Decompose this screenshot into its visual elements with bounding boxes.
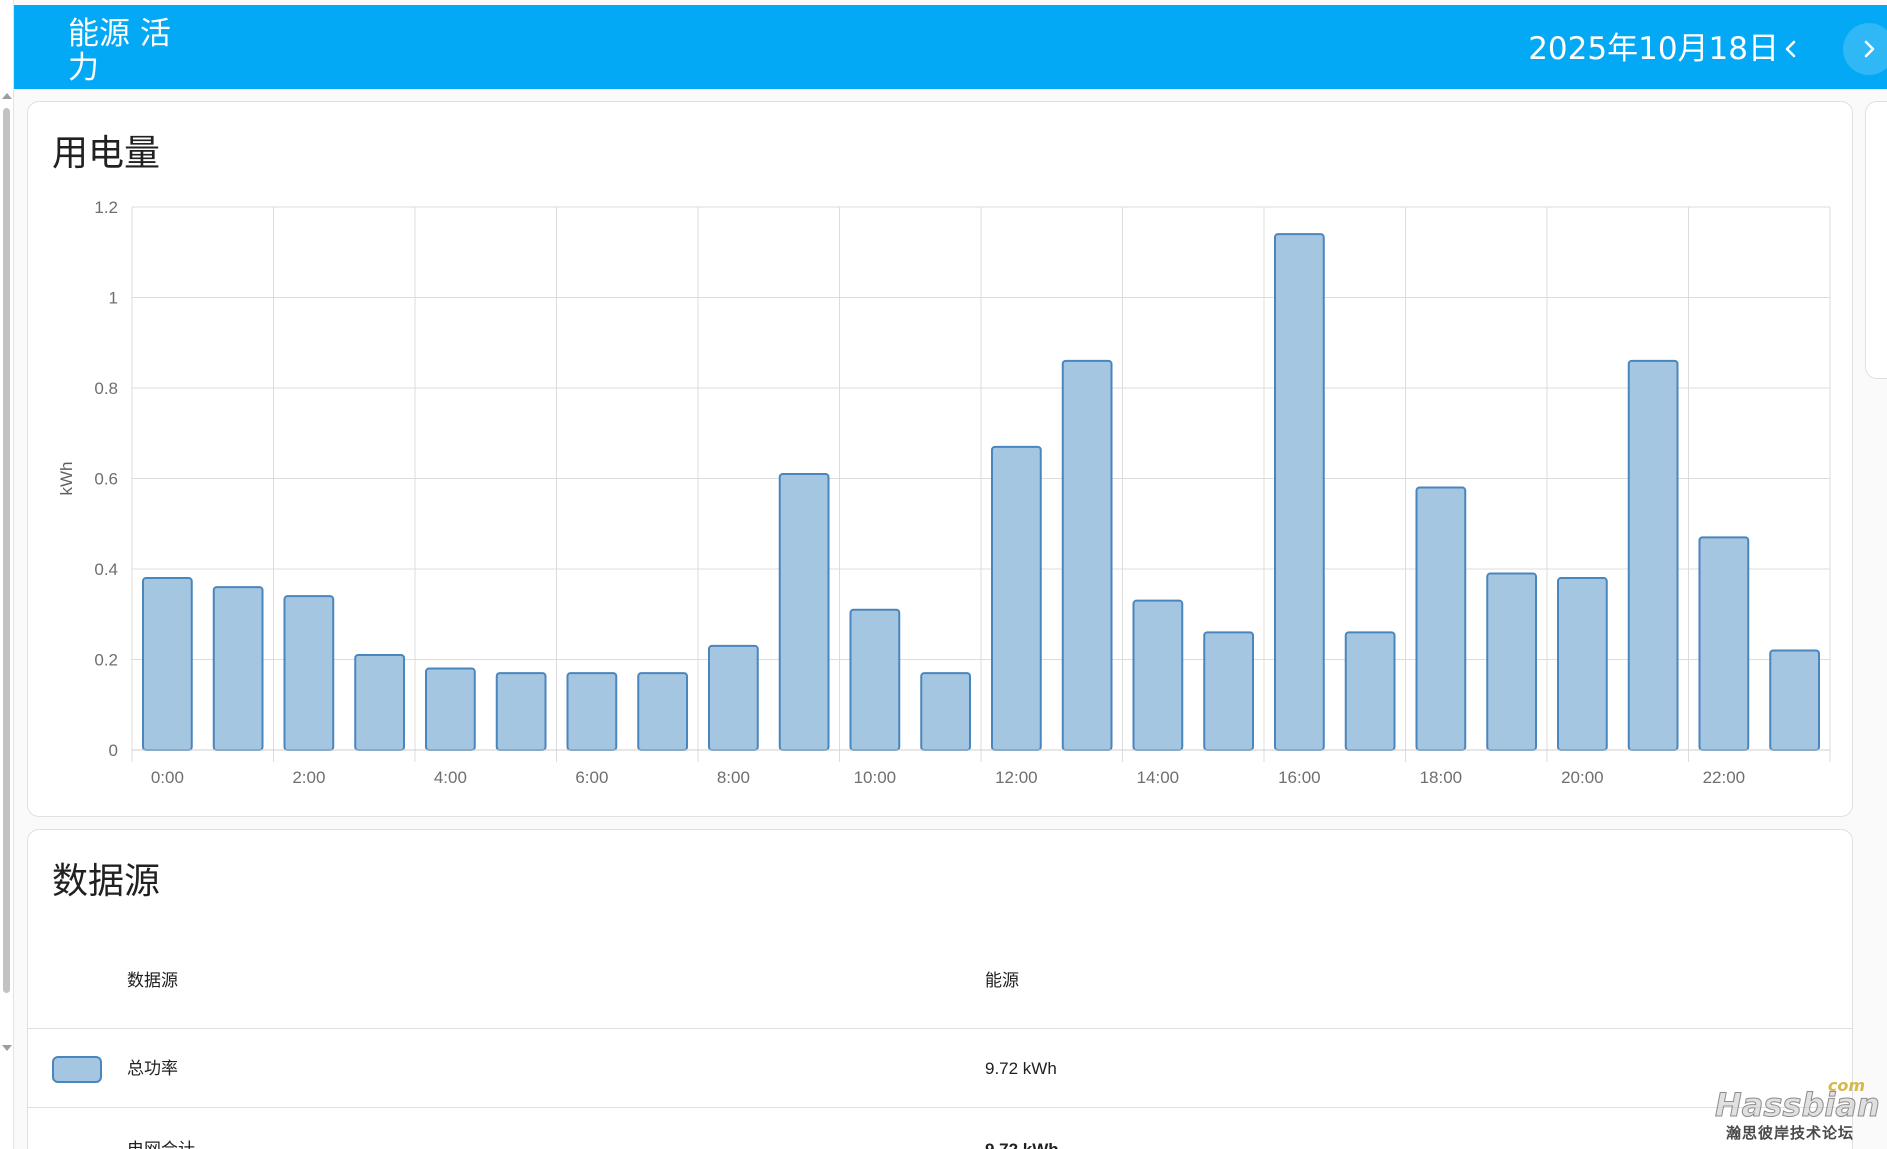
previous-day-button[interactable] — [1765, 23, 1817, 75]
bar-3:00 — [354, 653, 405, 751]
scroll-down-arrow-icon[interactable] — [2, 1045, 12, 1051]
bar-1:00 — [212, 586, 264, 751]
table-total-row: 电网合计 9.72 kWh — [28, 1109, 1852, 1149]
x-tick-label: 4:00 — [434, 768, 467, 787]
date-display[interactable]: 2025年10月18日 — [1528, 31, 1779, 67]
bar-12:00 — [991, 445, 1042, 751]
y-tick-label: 0.2 — [94, 651, 118, 670]
total-label: 电网合计 — [127, 1140, 195, 1149]
scroll-up-arrow-icon[interactable] — [2, 93, 12, 99]
total-value: 9.72 kWh — [985, 1140, 1059, 1149]
bar-4:00 — [425, 667, 476, 751]
y-axis-title: kWh — [57, 462, 76, 496]
watermark-subtitle: 瀚思彼岸技术论坛 — [1725, 1124, 1854, 1142]
watermark-logo: com Hassbian 瀚思彼岸技术论坛 — [1715, 1072, 1881, 1142]
bar-16:00 — [1274, 233, 1325, 751]
bar-21:00 — [1627, 359, 1679, 751]
usage-card-title: 用电量 — [52, 133, 161, 174]
bar-6:00 — [566, 672, 618, 752]
source-value: 9.72 kWh — [985, 1059, 1057, 1078]
x-tick-label: 0:00 — [151, 768, 184, 787]
bar-9:00 — [778, 472, 830, 751]
left-scrollbar-track[interactable] — [0, 0, 14, 1149]
bar-13:00 — [1061, 359, 1113, 751]
bar-18:00 — [1415, 486, 1467, 751]
x-tick-label: 12:00 — [995, 768, 1038, 787]
bar-20:00 — [1557, 577, 1608, 751]
chevron-right-icon — [1864, 40, 1875, 58]
bar-19:00 — [1486, 572, 1537, 751]
scrollbar-thumb[interactable] — [3, 108, 10, 993]
series-color-swatch — [52, 1056, 102, 1083]
next-day-button[interactable] — [1843, 23, 1887, 75]
bar-7:00 — [637, 672, 688, 752]
bar-0:00 — [142, 577, 193, 751]
source-name: 总功率 — [127, 1059, 178, 1078]
bar-2:00 — [283, 595, 335, 751]
y-tick-label: 1.2 — [94, 198, 118, 217]
sources-card: 数据源 数据源 能源 总功率 9.72 kWh 电网合计 9.72 kWh — [27, 829, 1853, 1149]
bar-11:00 — [920, 672, 971, 752]
bar-5:00 — [495, 672, 547, 752]
bar-14:00 — [1132, 599, 1184, 751]
table-row[interactable]: 总功率 9.72 kWh — [28, 1030, 1852, 1108]
bar-22:00 — [1698, 536, 1750, 752]
x-tick-label: 22:00 — [1703, 768, 1746, 787]
x-tick-label: 10:00 — [854, 768, 897, 787]
x-tick-label: 8:00 — [717, 768, 750, 787]
y-tick-label: 0.4 — [94, 560, 118, 579]
bar-23:00 — [1769, 649, 1820, 752]
x-tick-label: 16:00 — [1278, 768, 1321, 787]
chevron-left-icon — [1785, 40, 1796, 58]
bar-15:00 — [1203, 631, 1254, 751]
y-tick-label: 0.6 — [94, 470, 118, 489]
table-header-row: 数据源 能源 — [28, 933, 1852, 1029]
y-tick-label: 0 — [109, 741, 118, 760]
bar-17:00 — [1344, 631, 1396, 751]
bar-8:00 — [708, 644, 759, 751]
column-header-energy[interactable]: 能源 — [985, 971, 1019, 990]
y-tick-label: 0.8 — [94, 379, 118, 398]
column-header-source[interactable]: 数据源 — [127, 971, 178, 990]
page-title: 能源 活力 — [68, 16, 171, 86]
usage-bar-chart: 0 0.2 0.4 0.6 0.8 1 1.2 0:00 2:00 4:00 6:00 8:00 10:… — [57, 198, 1831, 787]
x-tick-label: 20:00 — [1561, 768, 1604, 787]
sources-card-title: 数据源 — [52, 861, 161, 902]
side-card — [1865, 101, 1887, 379]
energy-usage-card: 用电量 0 0.2 0.4 0.6 0.8 1 1.2 0:00 2:00 4:00 6:00 8:0… — [27, 101, 1853, 817]
watermark-suffix: com — [1827, 1076, 1865, 1095]
y-tick-label: 1 — [109, 289, 118, 308]
x-tick-label: 14:00 — [1137, 768, 1180, 787]
x-tick-label: 18:00 — [1420, 768, 1463, 787]
bar-10:00 — [849, 608, 901, 751]
watermark-brand: Hassbian — [1715, 1086, 1881, 1125]
app-bar: 能源 活力 2025年10月18日 — [14, 5, 1887, 89]
x-tick-label: 2:00 — [292, 768, 325, 787]
x-tick-label: 6:00 — [575, 768, 608, 787]
